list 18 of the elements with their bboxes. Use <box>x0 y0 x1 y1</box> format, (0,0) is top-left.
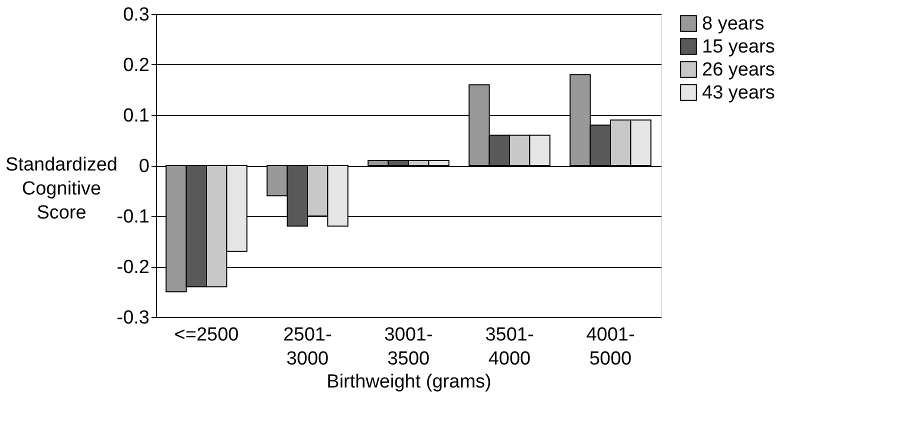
y-tick-label: 0.3 <box>123 4 150 26</box>
legend-label: 26 years <box>702 60 775 80</box>
y-tick-label: 0.2 <box>123 55 150 76</box>
legend-label: 8 years <box>702 14 764 34</box>
y-tick-label: 0 <box>138 156 150 177</box>
y-tick-label: -0.2 <box>116 257 150 278</box>
legend-label: 43 years <box>702 82 775 104</box>
x-tick-label: 3501-4000 <box>485 324 534 370</box>
y-tick-label: 0.1 <box>123 106 150 126</box>
x-axis-title: Birthweight (grams) <box>326 372 492 392</box>
x-tick-label: <=2500 <box>174 324 239 346</box>
x-tick-label: 2501-3000 <box>283 324 332 370</box>
x-tick-label: 4001-5000 <box>586 324 635 370</box>
y-axis-title: Standardized Cognitive Score <box>6 154 118 224</box>
y-tick-label: -0.1 <box>116 206 150 228</box>
x-tick-label: 3001-3500 <box>384 324 433 370</box>
legend-label: 15 years <box>702 36 775 58</box>
y-tick-label: -0.3 <box>116 308 150 328</box>
